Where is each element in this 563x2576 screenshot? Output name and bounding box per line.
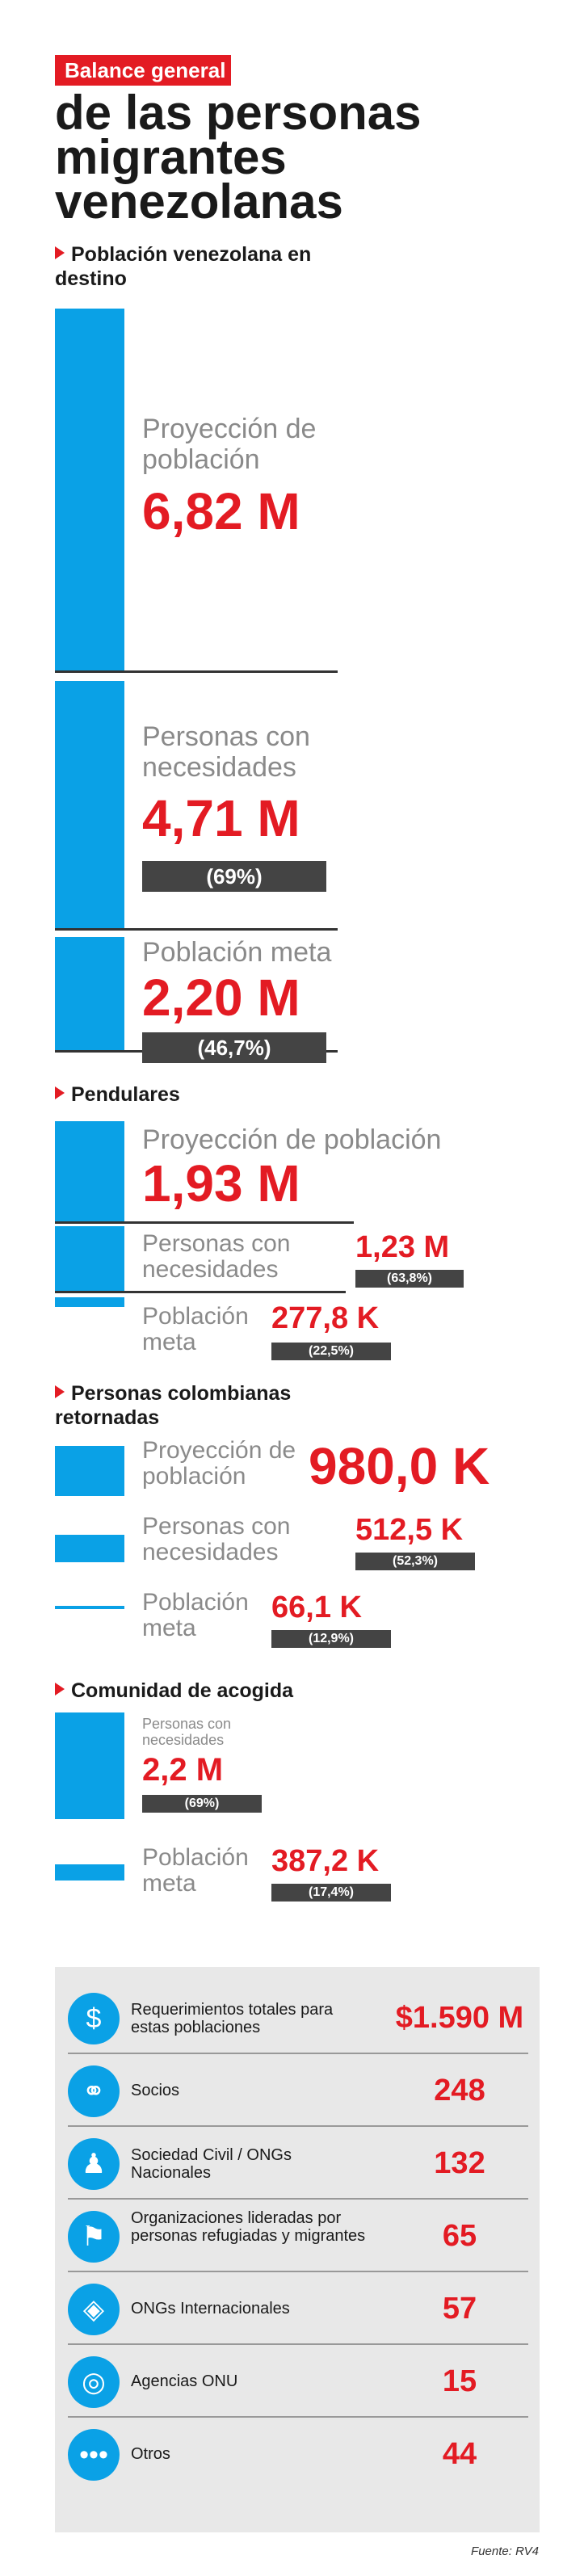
value-necesidades: 2,2 M [142,1752,224,1788]
pct-meta: (46,7%) [142,1032,326,1063]
pct-necesidades: (63,8%) [355,1270,464,1288]
bar-necesidades [55,1535,124,1562]
globe-network-icon: ◈ [68,2284,120,2335]
summary-row-requerimientos: $ Requerimientos totales para estas pobl… [68,1981,528,2054]
label-meta: Población meta [142,937,332,968]
summary-row-organizaciones: ⚑ Organizaciones lideradas por personas … [68,2200,528,2272]
value-proyeccion: 6,82 M [142,482,300,540]
divider [55,670,338,673]
value-meta: 66,1 K [271,1591,362,1624]
civil-society-icon: ♟ [68,2138,120,2190]
bar-necesidades [55,1712,124,1819]
label-necesidades: Personas con necesidades [142,1716,232,1748]
value-meta: 387,2 K [271,1844,380,1878]
pct-necesidades: (69%) [142,861,326,892]
summary-row-socios: ⚭ Socios 248 [68,2054,528,2127]
summary-row-ongs-internacionales: ◈ ONGs Internacionales 57 [68,2272,528,2345]
summary-row-agencias-onu: ◎ Agencias ONU 15 [68,2345,528,2418]
label-meta: Población meta [142,1589,249,1641]
divider [55,1221,354,1224]
page-title: de las personas migrantes venezolanas [55,86,422,229]
pct-necesidades: (52,3%) [355,1553,475,1570]
section-title-acogida: Comunidad de acogida [55,1679,378,1703]
label-necesidades: Personas con necesidades [142,1513,291,1565]
triangle-marker-icon [55,246,65,259]
triangle-marker-icon [55,1385,65,1398]
value-proyeccion: 1,93 M [142,1154,300,1212]
pct-necesidades: (69%) [142,1795,262,1813]
divider [55,928,338,931]
bar-proyeccion [55,1121,124,1221]
bar-meta [55,937,124,1050]
source-note: Fuente: RV4 [471,2544,539,2558]
value-necesidades: 4,71 M [142,789,300,847]
bar-meta [55,1606,124,1609]
value-necesidades: 512,5 K [355,1513,464,1547]
label-meta: Población meta [142,1303,249,1355]
label-proyeccion: Proyección de población [142,414,317,475]
section-title-retornadas: Personas colombianas retornadas [55,1382,292,1429]
section-title-venezolana: Población venezolana en destino [55,243,312,290]
bar-proyeccion [55,309,124,670]
dots-icon: ••• [68,2429,120,2481]
label-proyeccion: Proyección de población [142,1437,296,1490]
label-meta: Población meta [142,1844,249,1897]
label-proyeccion: Proyección de población [142,1124,442,1155]
bar-meta [55,1297,124,1307]
pct-meta: (22,5%) [271,1343,391,1360]
bar-proyeccion [55,1446,124,1496]
refugee-led-icon: ⚑ [68,2211,120,2263]
partners-icon: ⚭ [68,2065,120,2117]
triangle-marker-icon [55,1683,65,1696]
summary-panel: $ Requerimientos totales para estas pobl… [55,1967,540,2532]
bar-necesidades [55,681,124,928]
header-tag: Balance general [55,55,231,86]
bar-necesidades [55,1226,124,1291]
summary-row-otros: ••• Otros 44 [68,2418,528,2490]
triangle-marker-icon [55,1086,65,1099]
pct-meta: (17,4%) [271,1884,391,1902]
summary-row-sociedad-civil: ♟ Sociedad Civil / ONGs Nacionales 132 [68,2127,528,2200]
section-title-pendulares: Pendulares [55,1082,362,1107]
globe-icon: ◎ [68,2356,120,2408]
value-meta: 2,20 M [142,969,300,1027]
pct-meta: (12,9%) [271,1630,391,1648]
bar-meta [55,1864,124,1881]
value-necesidades: 1,23 M [355,1230,450,1264]
label-necesidades: Personas con necesidades [142,721,310,783]
value-meta: 277,8 K [271,1301,380,1335]
label-necesidades: Personas con necesidades [142,1230,291,1283]
value-proyeccion: 980,0 K [309,1437,490,1495]
money-icon: $ [68,1993,120,2044]
divider [55,1291,346,1293]
